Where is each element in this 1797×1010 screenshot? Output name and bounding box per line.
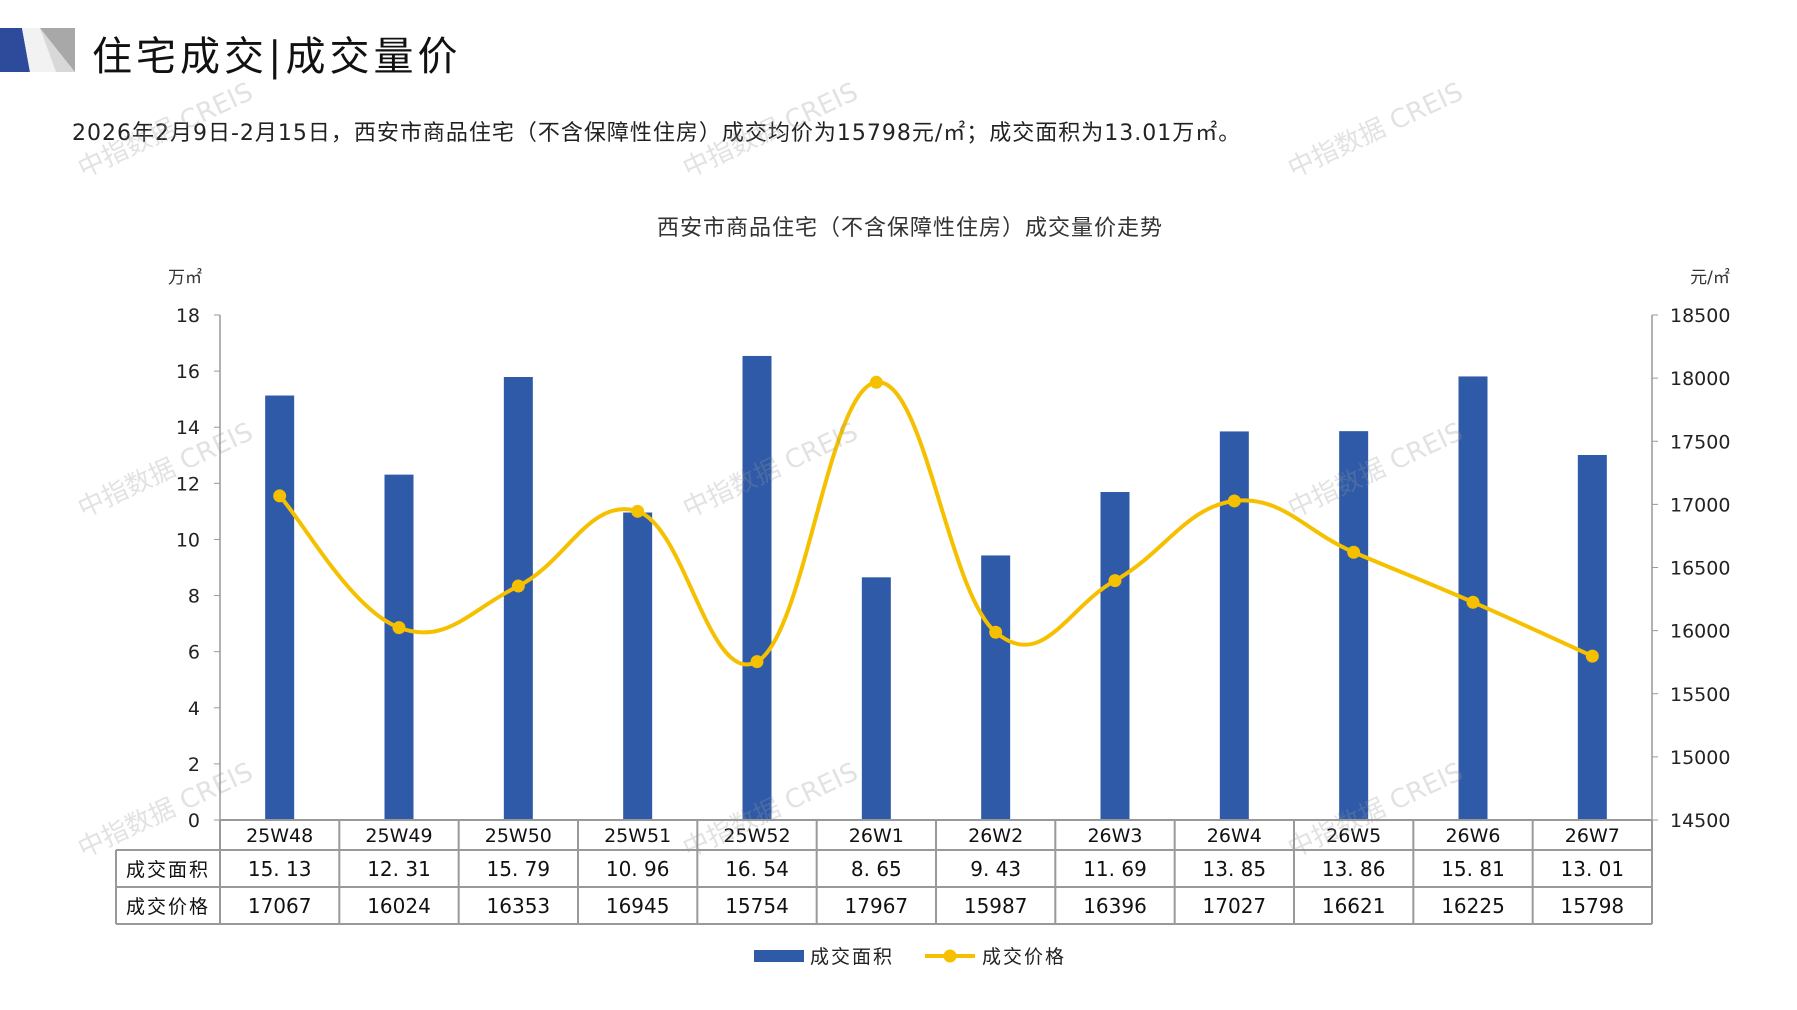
table-cell: 16225	[1441, 894, 1505, 918]
price-point	[869, 375, 883, 389]
table-cell: 17967	[845, 894, 909, 918]
category-label: 25W49	[365, 825, 432, 847]
right-axis-tick-label: 14500	[1670, 810, 1730, 832]
price-point	[631, 504, 645, 518]
right-axis-tick-label: 15000	[1670, 747, 1730, 769]
right-axis-tick-label: 16000	[1670, 621, 1730, 643]
price-line	[278, 380, 1594, 667]
table-cell: 16396	[1083, 894, 1147, 918]
left-axis-tick-label: 4	[188, 698, 200, 720]
chart-title: 西安市商品住宅（不含保障性住房）成交量价走势	[657, 216, 1163, 241]
left-axis-tick-label: 2	[188, 754, 200, 776]
table-cell: 16945	[606, 894, 670, 918]
table-cell: 13. 86	[1322, 857, 1386, 881]
brand-logo	[0, 28, 75, 72]
summary-text: 2026年2月9日-2月15日，西安市商品住宅（不含保障性住房）成交均价为157…	[72, 121, 1242, 146]
price-point	[1108, 574, 1122, 588]
bar-area	[1219, 431, 1249, 820]
category-label: 25W48	[246, 825, 313, 847]
left-axis-tick-label: 6	[188, 642, 200, 664]
right-axis-unit: 元/㎡	[1690, 268, 1730, 288]
price-point	[989, 625, 1003, 639]
table-cell: 16621	[1322, 894, 1386, 918]
left-axis-tick-label: 10	[176, 529, 200, 551]
category-label: 25W50	[485, 825, 552, 847]
price-point	[1227, 494, 1241, 508]
category-label: 26W3	[1087, 825, 1142, 847]
table-row-label: 成交价格	[126, 896, 210, 918]
category-label: 26W5	[1326, 825, 1381, 847]
table-cell: 9. 43	[970, 857, 1021, 881]
right-axis-tick-label: 18500	[1670, 305, 1730, 327]
price-point	[273, 489, 287, 503]
left-axis-tick-label: 12	[176, 473, 200, 495]
left-axis-tick-label: 14	[176, 417, 200, 439]
right-axis-tick-label: 17500	[1670, 431, 1730, 453]
right-axis-tick-label: 15500	[1670, 684, 1730, 706]
table-cell: 16024	[367, 894, 431, 918]
bar-area	[384, 474, 414, 820]
table-cell: 11. 69	[1083, 857, 1147, 881]
left-axis-tick-label: 16	[176, 361, 200, 383]
legend-line-label: 成交价格	[982, 946, 1066, 968]
price-point	[1466, 595, 1480, 609]
legend-line-marker	[943, 949, 957, 963]
price-point	[1585, 649, 1599, 663]
bar-area	[503, 377, 533, 820]
category-label: 26W2	[968, 825, 1023, 847]
category-label: 26W7	[1565, 825, 1620, 847]
left-axis-tick-label: 0	[188, 810, 200, 832]
price-point	[511, 579, 525, 593]
table-cell: 10. 96	[606, 857, 670, 881]
right-axis-tick-label: 17000	[1670, 494, 1730, 516]
category-label: 26W6	[1445, 825, 1500, 847]
table-cell: 12. 31	[367, 857, 431, 881]
page-title: 住宅成交|成交量价	[92, 34, 462, 80]
category-label: 25W51	[604, 825, 671, 847]
bar-area	[981, 555, 1011, 820]
table-cell: 17067	[248, 894, 312, 918]
table-cell: 15798	[1561, 894, 1625, 918]
table-row-label: 成交面积	[126, 859, 210, 881]
bar-area	[1577, 454, 1607, 820]
left-axis-unit: 万㎡	[168, 268, 202, 288]
table-cell: 13. 85	[1203, 857, 1267, 881]
price-point	[750, 655, 764, 669]
table-cell: 8. 65	[851, 857, 902, 881]
category-label: 26W1	[849, 825, 904, 847]
table-cell: 15987	[964, 894, 1028, 918]
right-axis-tick-label: 16500	[1670, 558, 1730, 580]
left-axis-tick-label: 18	[176, 305, 200, 327]
bar-area	[265, 395, 295, 820]
category-label: 25W52	[723, 825, 790, 847]
table-cell: 16. 54	[725, 857, 789, 881]
table-cell: 13. 01	[1561, 857, 1625, 881]
bar-area	[861, 577, 891, 820]
bar-area	[1100, 492, 1130, 820]
right-axis-tick-label: 18000	[1670, 368, 1730, 390]
bar-area	[1339, 431, 1369, 820]
category-label: 26W4	[1207, 825, 1262, 847]
table-cell: 15. 79	[487, 857, 551, 881]
table-cell: 16353	[487, 894, 551, 918]
left-axis-tick-label: 8	[188, 586, 200, 608]
bar-area	[623, 512, 653, 820]
table-cell: 15. 81	[1441, 857, 1505, 881]
legend-bar-label: 成交面积	[810, 946, 894, 968]
legend-bar-swatch	[754, 950, 804, 962]
bar-area	[742, 355, 772, 820]
table-cell: 17027	[1203, 894, 1267, 918]
price-point	[392, 621, 406, 635]
price-point	[1347, 545, 1361, 559]
table-cell: 15. 13	[248, 857, 312, 881]
table-cell: 15754	[725, 894, 789, 918]
